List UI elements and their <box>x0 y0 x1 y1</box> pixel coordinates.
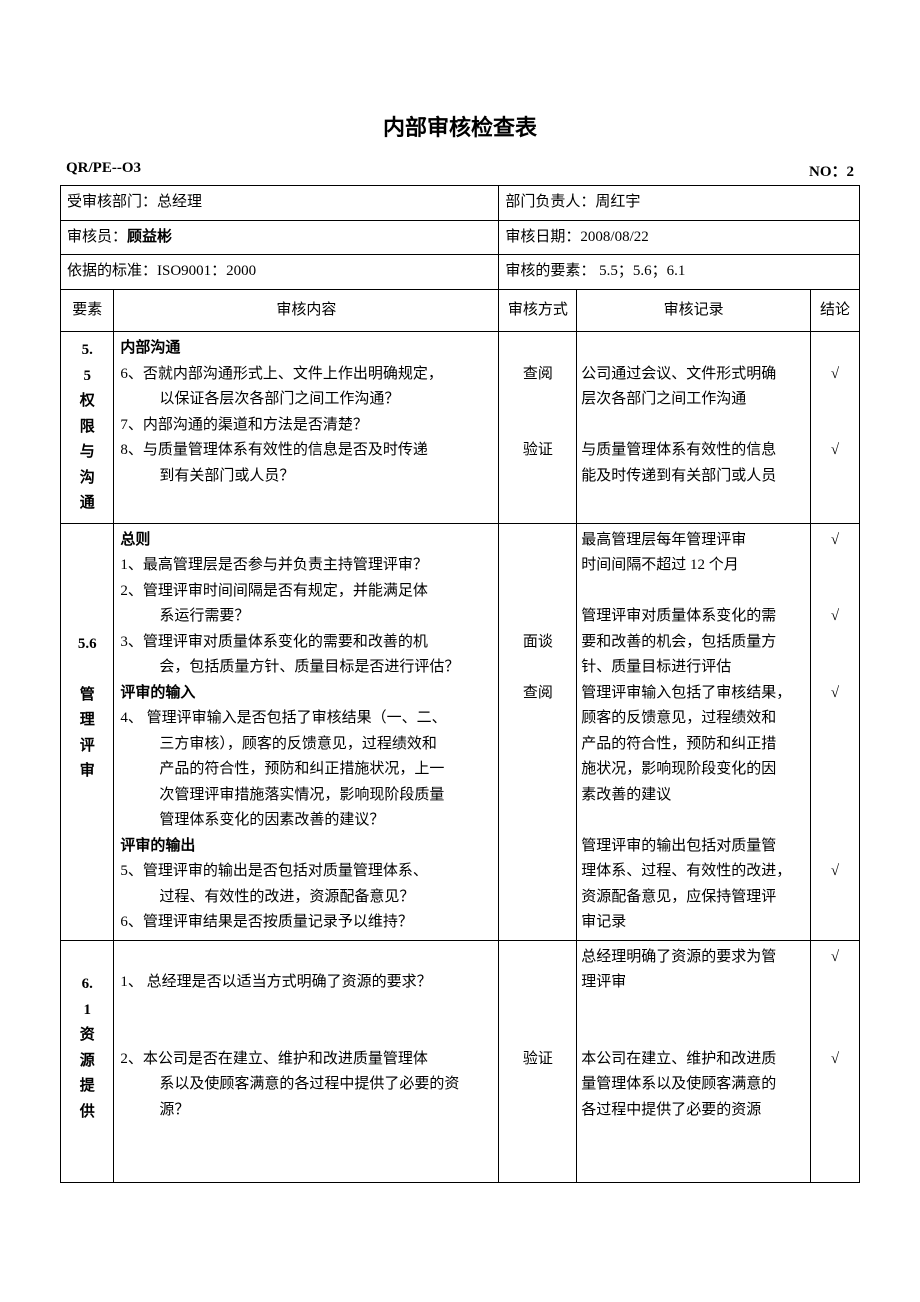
section-61-label: 6. 1 资 源 提 供 <box>61 940 114 1183</box>
hdr-std: 依据的标准：ISO9001：2000 <box>61 255 499 290</box>
col-result: 结论 <box>810 289 859 332</box>
doc-no: NO：2 <box>809 160 854 181</box>
section-56-method: 面谈 查阅 <box>499 523 577 940</box>
hdr-auditor: 审核员：顾益彬 <box>61 220 499 255</box>
audit-table: 受审核部门：总经理 部门负责人：周红宇 审核员：顾益彬 审核日期：2008/08… <box>60 185 860 1183</box>
section-56-content: 总则 1、最高管理层是否参与并负责主持管理评审？ 2、管理评审时间间隔是否有规定… <box>114 523 499 940</box>
hdr-owner: 部门负责人：周红宇 <box>499 186 860 221</box>
section-55-label: 5. 5 权 限 与 沟 通 <box>61 332 114 524</box>
doc-title: 内部审核检查表 <box>60 110 860 142</box>
section-61-method: 验证 <box>499 940 577 1183</box>
section-55-result: √ √ <box>810 332 859 524</box>
hdr-date: 审核日期：2008/08/22 <box>499 220 860 255</box>
section-55-record: 公司通过会议、文件形式明确 层次各部门之间工作沟通 与质量管理体系有效性的信息 … <box>577 332 811 524</box>
doc-code: QR/PE--O3 <box>66 160 141 181</box>
section-56-label: 5.6 管 理 评 审 <box>61 523 114 940</box>
section-55-content: 内部沟通 6、否就内部沟通形式上、文件上作出明确规定， 以保证各层次各部门之间工… <box>114 332 499 524</box>
hdr-dept: 受审核部门：总经理 <box>61 186 499 221</box>
col-element: 要素 <box>61 289 114 332</box>
section-55-method: 查阅 验证 <box>499 332 577 524</box>
section-61-content: 1、 总经理是否以适当方式明确了资源的要求？ 2、本公司是否在建立、维护和改进质… <box>114 940 499 1183</box>
section-61-record: 总经理明确了资源的要求为管 理评审 本公司在建立、维护和改进质 量管理体系以及使… <box>577 940 811 1183</box>
col-content: 审核内容 <box>114 289 499 332</box>
hdr-elem: 审核的要素： 5.5；5.6；6.1 <box>499 255 860 290</box>
col-record: 审核记录 <box>577 289 811 332</box>
section-56-record: 最高管理层每年管理评审 时间间隔不超过 12 个月 管理评审对质量体系变化的需 … <box>577 523 811 940</box>
section-61-result: √ √ <box>810 940 859 1183</box>
section-56-result: √ √ √ √ <box>810 523 859 940</box>
col-method: 审核方式 <box>499 289 577 332</box>
